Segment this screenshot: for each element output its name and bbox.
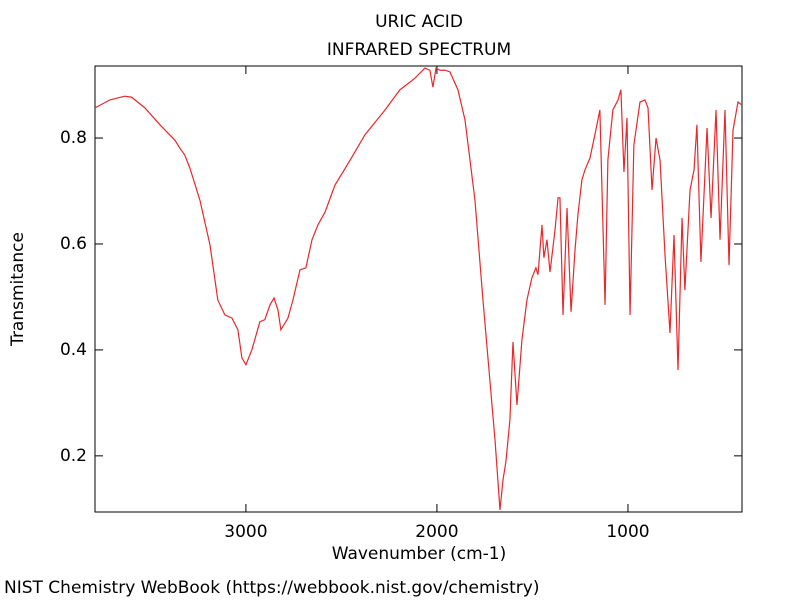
chart-title: URIC ACID <box>375 12 463 32</box>
y-axis-label: Transmitance <box>8 232 28 347</box>
y-tick-label: 0.6 <box>60 234 87 254</box>
spectrum-line <box>94 67 743 510</box>
chart-subtitle: INFRARED SPECTRUM <box>327 40 511 60</box>
x-tick-label: 2000 <box>415 522 458 542</box>
y-tick-label: 0.8 <box>60 128 87 148</box>
x-tick-label: 1000 <box>606 522 649 542</box>
x-axis-label: Wavenumber (cm-1) <box>332 544 507 564</box>
plot-frame <box>94 65 743 513</box>
y-tick-label: 0.2 <box>60 446 87 466</box>
footer: NIST Chemistry WebBook (https://webbook.… <box>4 578 539 598</box>
x-tick-label: 3000 <box>224 522 267 542</box>
y-tick-label: 0.4 <box>60 340 87 360</box>
